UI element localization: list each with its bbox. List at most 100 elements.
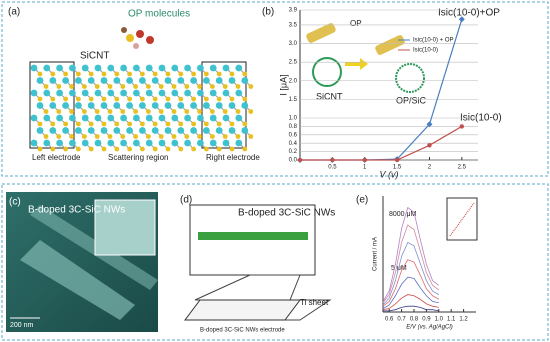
- atom: [43, 134, 49, 139]
- atom: [242, 121, 248, 127]
- atom: [197, 134, 203, 139]
- atom: [228, 77, 236, 84]
- atom: [140, 146, 145, 152]
- annotation: SiCNT: [80, 51, 109, 62]
- atom: [158, 109, 164, 114]
- frame-top: [1, 1, 549, 177]
- atom: [222, 114, 230, 122]
- atom: [158, 89, 166, 97]
- atom: [62, 127, 69, 134]
- y-tick-label: 1.5: [289, 97, 298, 103]
- x-axis-label: V (v): [380, 169, 399, 179]
- atom: [63, 121, 68, 127]
- atom: [184, 89, 192, 97]
- atom: [30, 64, 38, 72]
- atom: [209, 139, 217, 147]
- x-tick-label: 1.0: [435, 317, 444, 323]
- atom: [127, 121, 132, 127]
- atom: [242, 71, 248, 77]
- atom: [50, 71, 56, 77]
- atom: [177, 102, 185, 109]
- atom: [133, 64, 140, 72]
- series-line: [382, 224, 440, 303]
- annotation: Ti sheet: [300, 298, 329, 307]
- atom: [197, 64, 204, 72]
- y-tick-label: 1.0: [289, 116, 298, 122]
- atom: [184, 64, 192, 72]
- atom: [184, 109, 190, 114]
- series-line: [383, 305, 439, 312]
- atom: [139, 77, 146, 84]
- x-tick-label: 1.5: [393, 165, 402, 171]
- atom: [43, 109, 49, 114]
- atom: [94, 84, 100, 89]
- atom: [197, 84, 203, 89]
- atom: [127, 146, 132, 152]
- atom: [107, 139, 115, 147]
- atom: [197, 109, 203, 114]
- atom: [88, 146, 94, 152]
- atom: [63, 96, 68, 102]
- panel-a: (a) OP molecules SiCNT Left electrode Sc…: [8, 7, 260, 162]
- atom: [158, 134, 164, 139]
- atom: [242, 96, 248, 102]
- atom: [145, 64, 153, 72]
- atom: [76, 96, 81, 102]
- atom: [81, 114, 89, 122]
- atom: [120, 109, 126, 114]
- atom: [49, 102, 57, 109]
- atom: [133, 139, 140, 147]
- atom: [43, 89, 51, 97]
- atom: [101, 121, 107, 127]
- atom: [120, 134, 126, 139]
- y-tick-label: 3.9: [289, 8, 298, 14]
- atom: [94, 89, 102, 97]
- panel-label: (b): [262, 7, 274, 18]
- atom: [197, 114, 204, 122]
- atom: [120, 84, 126, 89]
- annotation: Isic(10-0): [460, 113, 502, 124]
- atom: [87, 102, 95, 109]
- atom: [37, 96, 43, 102]
- atom: [120, 114, 127, 122]
- atom: [190, 102, 198, 109]
- x-tick-label: 1.1: [447, 317, 456, 323]
- atom: [197, 139, 204, 147]
- atom: [140, 121, 145, 127]
- atom: [190, 127, 198, 134]
- annotation: Isic(10-0)+OP: [438, 8, 500, 19]
- ti-sheet: [184, 299, 301, 321]
- atom: [88, 96, 94, 102]
- atom: [82, 109, 87, 114]
- y-axis-label: I [μA]: [278, 74, 288, 95]
- atom: [36, 77, 44, 84]
- series-line: [382, 206, 440, 302]
- atom: [94, 114, 102, 122]
- panel-label: (e): [356, 195, 368, 206]
- atom: [235, 84, 241, 89]
- atom: [222, 109, 228, 114]
- atom: [184, 134, 190, 139]
- nanotube-icon: [306, 23, 336, 43]
- atom: [203, 102, 210, 109]
- atom: [204, 71, 209, 77]
- x-axis-label: E/V (vs. Ag/AgCl): [406, 325, 452, 331]
- atom: [197, 89, 204, 97]
- atom: [151, 77, 159, 84]
- atom: [49, 127, 57, 134]
- atom: [133, 43, 139, 49]
- y-tick-label: 0.0: [289, 158, 298, 164]
- series-line: [382, 276, 439, 309]
- atom: [81, 64, 89, 72]
- atom: [82, 134, 87, 139]
- atom: [209, 89, 217, 97]
- x-tick-label: 0.9: [422, 317, 431, 323]
- atom: [126, 127, 133, 134]
- atom: [56, 139, 63, 147]
- atom: [152, 121, 158, 127]
- atom: [165, 96, 171, 102]
- atom: [177, 127, 185, 134]
- x-tick-label: 0.6: [385, 317, 394, 323]
- atom: [165, 146, 171, 152]
